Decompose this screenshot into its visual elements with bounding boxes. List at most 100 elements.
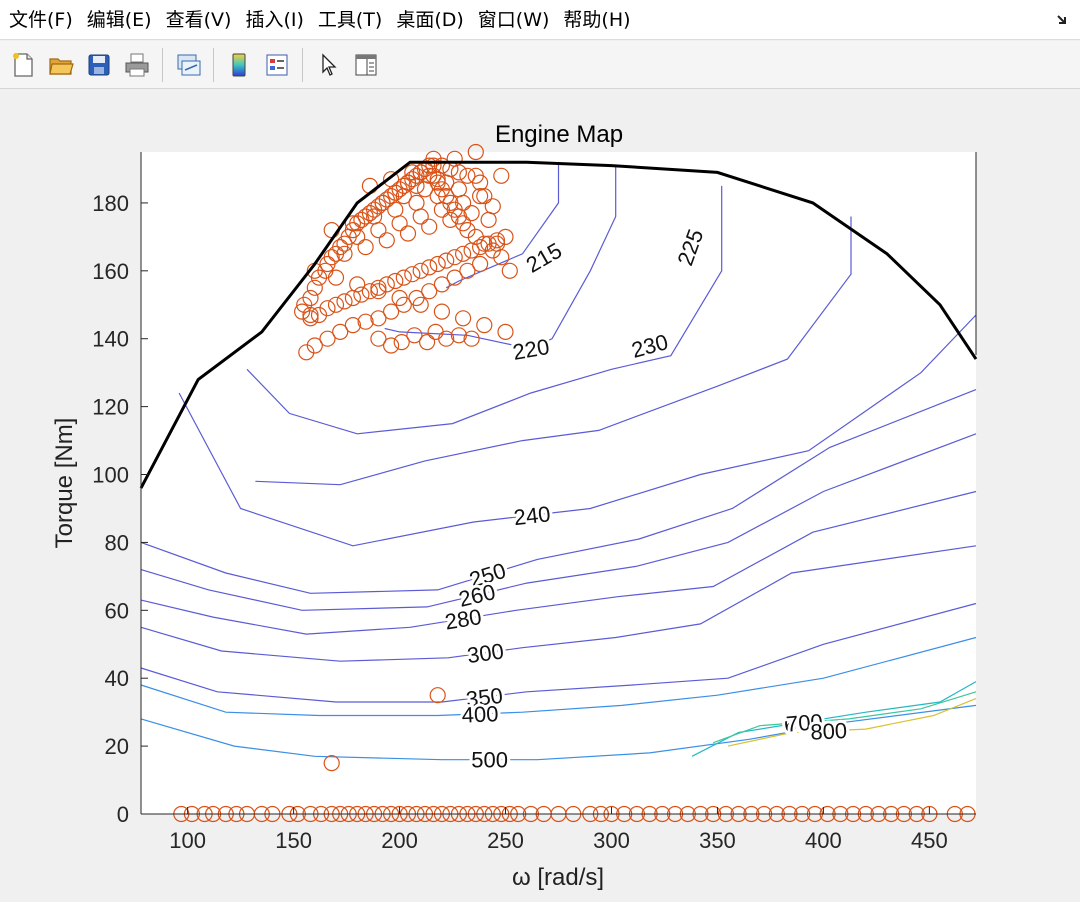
x-tick-label: 100: [169, 828, 206, 853]
open-file-button[interactable]: [44, 48, 78, 82]
scatter-point: [323, 754, 340, 772]
scatter-point: [501, 262, 518, 279]
scatter-point: [412, 164, 429, 181]
chart-title: Engine Map: [495, 121, 623, 148]
scatter-point: [425, 150, 442, 167]
contour-line-600: [691, 681, 977, 757]
scatter-point: [433, 157, 450, 174]
scatter-point: [395, 269, 412, 286]
toolbar-separator: [162, 47, 163, 82]
menu-file[interactable]: 文件(F): [9, 8, 73, 31]
print-button[interactable]: [120, 48, 154, 82]
scatter-point: [391, 215, 408, 232]
scatter-point: [480, 235, 497, 252]
y-tick-label: 60: [105, 598, 129, 623]
insert-colorbar-button[interactable]: [222, 48, 256, 82]
scatter-point: [472, 255, 489, 273]
scatter-point: [412, 296, 429, 313]
scatter-point: [399, 225, 417, 242]
contour-label-800: 800: [810, 718, 848, 745]
y-tick-label: 140: [92, 327, 129, 352]
menu-help[interactable]: 帮助(H): [563, 8, 631, 31]
property-inspector-button[interactable]: [349, 48, 383, 82]
scatter-point: [472, 187, 489, 205]
contour-line-230: [255, 216, 852, 486]
menu-insert[interactable]: 插入(I): [245, 8, 304, 31]
scatter-point: [467, 167, 484, 184]
toolbar-separator: [302, 47, 303, 82]
scatter-point: [387, 272, 404, 290]
scatter-point: [370, 283, 387, 300]
scatter-point: [459, 167, 476, 184]
x-tick-label: 450: [911, 828, 948, 853]
x-tick-labels: 100 150 200 250 300 350 400 450: [169, 807, 948, 853]
link-plot-button[interactable]: [171, 48, 205, 82]
scatter-point: [459, 222, 476, 239]
menu-tools[interactable]: 工具(T): [317, 8, 383, 31]
contour-line-260: [140, 433, 977, 611]
scatter-point: [370, 330, 387, 347]
x-tick-label: 350: [699, 828, 736, 853]
menu-view[interactable]: 查看(V): [165, 8, 232, 31]
contour-line-215: [445, 162, 560, 289]
insert-legend-button[interactable]: [260, 48, 294, 82]
scatter-point: [357, 313, 374, 330]
x-tick-label: 250: [487, 828, 524, 853]
scatter-point: [493, 167, 510, 184]
y-tick-label: 120: [92, 395, 129, 420]
menu-desktop[interactable]: 桌面(D): [396, 8, 464, 31]
scatter-point: [421, 259, 438, 276]
scatter-point: [336, 293, 353, 310]
scatter-point: [353, 286, 370, 303]
axes: [140, 152, 977, 815]
scatter-point: [366, 201, 383, 218]
scatter-point: [463, 242, 480, 259]
plot-area: [141, 152, 976, 814]
scatter-point: [302, 310, 319, 327]
scatter-point: [302, 289, 319, 307]
scatter-point: [433, 303, 450, 320]
scatter-point: [327, 296, 345, 313]
scatter-point: [433, 201, 450, 218]
y-tick-labels: 0 20 40 60 80 100 120 140 160 180: [92, 191, 148, 827]
contour-label-600: 600: [782, 708, 822, 738]
scatter-point: [378, 232, 395, 249]
y-tick-label: 180: [92, 191, 129, 216]
contour-line-240: [178, 314, 977, 547]
scatter-point: [298, 344, 315, 361]
scatter-point: [323, 249, 340, 266]
scatter-point: [378, 276, 395, 293]
scatter-point: [438, 252, 455, 269]
scatter-point: [349, 228, 366, 245]
scatter-point: [296, 296, 313, 313]
x-tick-label: 150: [275, 828, 312, 853]
save-button[interactable]: [82, 48, 116, 82]
scatter-point: [412, 262, 429, 279]
scatter-point: [370, 222, 387, 239]
legend-icon: [266, 54, 288, 75]
toolbar-separator: [213, 47, 214, 82]
edit-plot-button[interactable]: [311, 48, 345, 82]
scatter-point: [406, 327, 423, 344]
link-plot-icon: [177, 54, 201, 75]
scatter-point: [480, 211, 497, 228]
scatter-point: [302, 306, 319, 324]
scatter-point: [497, 323, 514, 340]
scatter-point: [319, 300, 336, 317]
colorbar-icon: [232, 53, 246, 76]
dock-arrow-icon[interactable]: [1054, 10, 1072, 28]
new-figure-icon: [13, 52, 33, 77]
scatter-point: [383, 337, 400, 354]
menu-edit[interactable]: 编辑(E): [86, 8, 152, 31]
contour-line-250: [140, 389, 977, 594]
menu-window[interactable]: 窗口(W): [477, 8, 550, 31]
y-tick-label: 160: [92, 259, 129, 284]
property-inspector-icon: [355, 54, 377, 75]
scatter-point: [349, 276, 366, 293]
print-icon: [125, 53, 149, 76]
engine-map-plot: Engine Map 21522022523024025026028030035…: [51, 121, 978, 891]
scatter-point: [472, 239, 489, 256]
new-figure-button[interactable]: [6, 48, 40, 82]
x-tick-label: 300: [593, 828, 630, 853]
scatter-point: [463, 330, 480, 347]
